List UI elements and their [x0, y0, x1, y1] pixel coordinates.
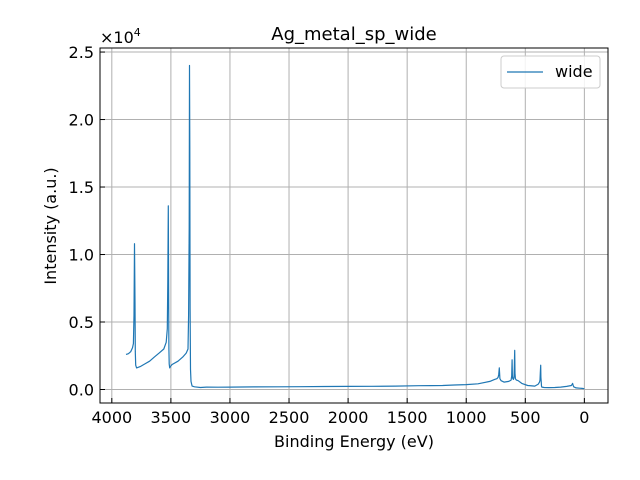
- x-tick-label: 2500: [269, 408, 310, 427]
- series-layer: [125, 64, 585, 390]
- x-tick-label: 2000: [328, 408, 369, 427]
- x-axis-label: Binding Energy (eV): [274, 432, 434, 451]
- legend-box: [500, 55, 601, 89]
- x-tick-label: 4000: [91, 408, 132, 427]
- legend: wide: [500, 55, 601, 89]
- legend-label: wide: [555, 62, 593, 81]
- ticks: 4000 3500 3000 2500 2000 1500 1000 500 0 0.0 0.5 1.…: [69, 43, 590, 427]
- y-tick-label: 0.0: [69, 381, 94, 400]
- x-tick-label: 500: [510, 408, 541, 427]
- y-offset-base: ×10: [100, 28, 134, 47]
- x-tick-label: 3000: [210, 408, 251, 427]
- series-line-wide: [125, 64, 585, 390]
- x-tick-label: 1000: [446, 408, 487, 427]
- y-tick-label: 2.0: [69, 111, 94, 130]
- grid: [100, 48, 608, 403]
- y-tick-label: 2.5: [69, 43, 94, 62]
- x-tick-label: 3500: [151, 408, 192, 427]
- y-tick-label: 1.0: [69, 246, 94, 265]
- chart-title: Ag_metal_sp_wide: [271, 24, 436, 45]
- y-offset-text: ×104: [100, 26, 141, 47]
- plot-frame: [99, 47, 609, 404]
- x-tick-label: 0: [579, 408, 589, 427]
- y-offset-exponent: 4: [134, 26, 141, 39]
- y-tick-label: 1.5: [69, 178, 94, 197]
- y-tick-label: 0.5: [69, 313, 94, 332]
- x-tick-label: 1500: [387, 408, 428, 427]
- y-axis-label: Intensity (a.u.): [41, 167, 60, 284]
